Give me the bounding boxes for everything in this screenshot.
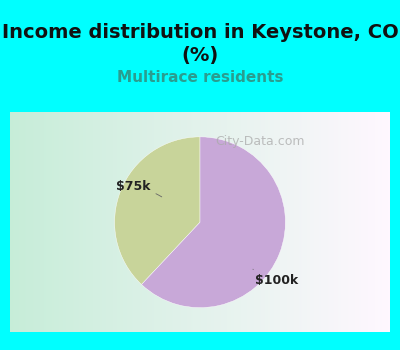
Text: City-Data.com: City-Data.com bbox=[215, 135, 304, 148]
Wedge shape bbox=[142, 137, 285, 308]
Text: Income distribution in Keystone, CO
(%): Income distribution in Keystone, CO (%) bbox=[2, 23, 398, 65]
Text: $100k: $100k bbox=[253, 269, 298, 287]
Text: Multirace residents: Multirace residents bbox=[117, 70, 283, 85]
Text: $75k: $75k bbox=[116, 180, 162, 197]
Wedge shape bbox=[115, 137, 200, 285]
